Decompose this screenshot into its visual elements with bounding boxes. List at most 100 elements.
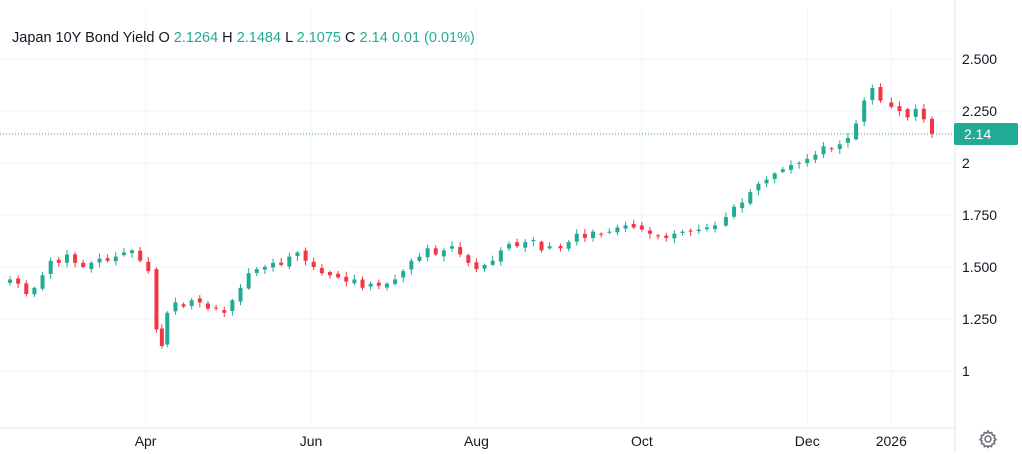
candle xyxy=(474,258,479,272)
candle xyxy=(531,236,536,247)
x-tick-label: 2026 xyxy=(876,433,907,449)
candle xyxy=(772,172,777,184)
candle xyxy=(130,249,135,258)
current-price-tag: 2.14 xyxy=(954,122,1018,145)
candle xyxy=(165,311,170,348)
candle xyxy=(303,247,308,266)
candle xyxy=(433,245,438,256)
candle xyxy=(889,97,894,109)
candle xyxy=(48,257,53,280)
candle xyxy=(97,253,102,268)
legend-title: Japan 10Y Bond Yield xyxy=(12,30,155,46)
candle xyxy=(805,154,810,167)
candle xyxy=(732,204,737,220)
candle xyxy=(672,230,677,243)
candle xyxy=(154,267,159,333)
x-tick-label: Oct xyxy=(631,433,653,449)
candles xyxy=(8,83,934,349)
candle xyxy=(574,229,579,246)
candle xyxy=(862,97,867,127)
candle xyxy=(740,197,745,213)
candle xyxy=(181,302,186,309)
candle xyxy=(930,116,934,139)
candle xyxy=(821,142,826,158)
candle xyxy=(607,228,612,235)
candle xyxy=(393,274,398,287)
candle xyxy=(704,223,709,232)
candle xyxy=(441,248,446,262)
candle xyxy=(523,239,528,253)
candle xyxy=(64,249,69,268)
y-tick-label: 2 xyxy=(962,155,970,171)
candle xyxy=(664,232,669,242)
candle xyxy=(352,274,357,286)
candle xyxy=(105,254,110,263)
candle xyxy=(639,221,644,232)
candle xyxy=(647,226,652,239)
candle xyxy=(197,295,202,308)
candle xyxy=(205,300,210,311)
candle xyxy=(319,263,324,276)
candle xyxy=(813,150,818,164)
candle xyxy=(238,284,243,306)
candle xyxy=(8,276,12,286)
candle xyxy=(246,268,251,290)
candle xyxy=(913,104,918,122)
legend-open-value: 2.1264 xyxy=(173,30,219,46)
candle xyxy=(797,161,802,169)
candle xyxy=(878,83,883,103)
legend-high-label: H xyxy=(222,30,233,46)
candle xyxy=(756,181,761,196)
candle xyxy=(146,256,151,274)
candle xyxy=(591,229,596,242)
x-axis: Apr Jun Aug Oct Dec 2026 xyxy=(135,433,907,449)
candle xyxy=(788,160,793,174)
candle xyxy=(870,84,875,105)
candle xyxy=(279,257,284,267)
x-tick-label: Jun xyxy=(300,433,323,449)
y-tick-label: 1.500 xyxy=(962,259,997,275)
candle xyxy=(498,247,503,266)
current-price-label: 2.14 xyxy=(964,125,992,142)
y-tick-label: 2.500 xyxy=(962,51,997,67)
candle xyxy=(327,270,332,279)
candle xyxy=(450,241,455,252)
candle xyxy=(539,240,544,253)
candle xyxy=(311,257,316,271)
legend-close-value: 2.14 xyxy=(359,30,388,46)
candle xyxy=(417,252,422,263)
candle xyxy=(696,224,701,235)
grid-lines xyxy=(0,0,956,453)
candle xyxy=(615,224,620,236)
candle xyxy=(656,233,661,240)
y-tick-label: 1.250 xyxy=(962,311,997,327)
candle xyxy=(40,271,45,291)
candle xyxy=(24,280,29,297)
candle xyxy=(73,251,78,268)
candle xyxy=(829,146,834,153)
candle xyxy=(515,238,520,249)
legend-close-label: C xyxy=(345,30,356,46)
candle xyxy=(159,324,164,349)
candle xyxy=(482,263,487,272)
candle xyxy=(582,228,587,243)
candle xyxy=(680,229,685,236)
candle xyxy=(173,297,178,315)
candle xyxy=(262,264,267,275)
candle xyxy=(631,219,636,230)
candle xyxy=(458,242,463,258)
candle xyxy=(837,140,842,155)
candle xyxy=(409,258,414,275)
candle xyxy=(748,189,753,206)
candle xyxy=(230,298,235,316)
candle xyxy=(780,166,785,174)
x-tick-label: Aug xyxy=(464,433,489,449)
legend-change: 0.01 (0.01%) xyxy=(391,30,475,46)
candle xyxy=(490,255,495,266)
y-tick-label: 1 xyxy=(962,363,970,379)
candle xyxy=(905,108,910,121)
candle xyxy=(360,276,365,291)
gear-icon[interactable] xyxy=(978,429,998,449)
candle xyxy=(921,103,926,123)
